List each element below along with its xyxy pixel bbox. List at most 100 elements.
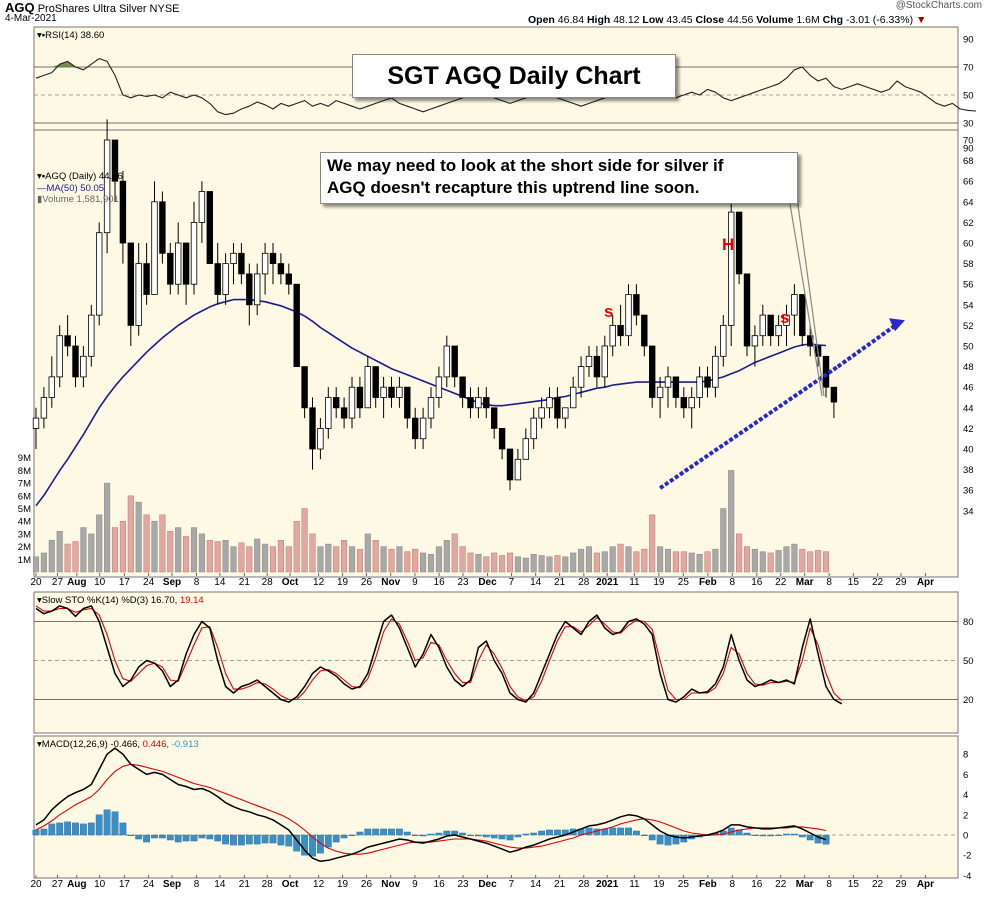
- price-y-tick-label: 66: [963, 177, 974, 188]
- macd-histogram-bar: [396, 828, 403, 836]
- x-tick-label: 19: [337, 879, 349, 890]
- volume-bar: [269, 546, 277, 573]
- candle-body: [174, 242, 182, 285]
- macd-histogram-bar: [72, 822, 79, 836]
- macd-histogram-bar: [554, 829, 561, 836]
- sto-d-line: [35, 605, 843, 702]
- x-tick-label: 22: [872, 879, 884, 890]
- x-tick-label: 20: [30, 879, 42, 890]
- x-tick-label: Mar: [796, 879, 814, 890]
- volume-bar: [206, 540, 213, 573]
- x-tick-label: Apr: [917, 879, 934, 890]
- volume-bar: [688, 552, 695, 573]
- candle-body: [364, 366, 371, 409]
- macd-histogram-bar: [435, 832, 443, 836]
- macd-histogram-bar: [324, 834, 332, 848]
- macd-histogram-bar: [174, 834, 182, 843]
- x-tick-label: 29: [895, 879, 907, 890]
- volume-bar: [222, 540, 229, 573]
- macd-histogram-bar: [348, 834, 356, 837]
- macd-histogram-bar: [530, 832, 538, 836]
- copyright: @StockCharts.com: [895, 0, 982, 11]
- volume-bar: [751, 548, 758, 573]
- callout-pointer-2: [796, 197, 825, 397]
- volume-bar: [696, 553, 703, 573]
- candle-body: [649, 345, 656, 398]
- candle-body: [396, 386, 403, 398]
- macd-histogram-bar: [190, 834, 198, 842]
- candle-body: [427, 397, 435, 419]
- x-tick-label: 24: [143, 879, 155, 890]
- x-tick-label: 14: [530, 577, 542, 588]
- volume-bar: [807, 551, 814, 573]
- volume-bar: [333, 546, 340, 573]
- macd-signal-value: 0.446,: [142, 739, 170, 750]
- volume-bar: [775, 550, 782, 573]
- candle-body: [664, 376, 672, 388]
- open-value: 46.84: [557, 14, 585, 26]
- chart-header: AGQ ProShares Ultra Silver NYSE: [5, 0, 180, 15]
- candle-body: [514, 458, 522, 481]
- x-tick-label: 8: [194, 577, 200, 588]
- price-y-tick-label: 68: [963, 156, 974, 167]
- price-panel: [33, 129, 959, 578]
- x-tick-label: Mar: [796, 577, 814, 588]
- x-tick-label: 10: [94, 577, 106, 588]
- volume-bar: [56, 531, 63, 573]
- macd-histogram-bar: [285, 834, 293, 847]
- volume-bar: [356, 548, 363, 573]
- volume-y-tick-label: 9M: [18, 453, 31, 464]
- price-y-tick-label: 70: [963, 136, 974, 147]
- volume-y-tick-label: 6M: [18, 491, 31, 502]
- candle-body: [688, 397, 695, 409]
- x-tick-label: 2021: [596, 879, 619, 890]
- volume-bar: [459, 546, 466, 573]
- volume-bar: [420, 552, 427, 573]
- volume-bar: [625, 546, 632, 573]
- volume-label: Volume: [756, 14, 794, 26]
- sto-d-value: 19.14: [179, 595, 204, 606]
- volume-bar: [348, 546, 356, 573]
- candle-body: [277, 263, 285, 275]
- volume-y-tick-label: 8M: [18, 466, 31, 477]
- candle-body: [135, 263, 142, 326]
- x-tick-label: 16: [751, 879, 763, 890]
- candle-body: [656, 386, 664, 398]
- candle-body: [830, 386, 838, 403]
- volume-bar: [759, 551, 766, 573]
- rsi-label: ▾▪RSI(14) 38.60: [37, 30, 104, 41]
- x-tick-label: 14: [530, 879, 542, 890]
- candle-body: [309, 407, 316, 450]
- macd-histogram-bar: [245, 834, 253, 845]
- volume-bar: [167, 531, 174, 573]
- macd-histogram-bar: [419, 834, 427, 837]
- rsi-line: [35, 58, 977, 116]
- candle-body: [222, 263, 229, 295]
- x-tick-label: 29: [895, 577, 907, 588]
- rsi-y-tick-label: 50: [963, 91, 974, 102]
- candle-body: [269, 252, 277, 265]
- x-tick-label: 26: [361, 879, 373, 890]
- x-tick-label: 8: [730, 879, 736, 890]
- macd-histogram-bar: [664, 834, 672, 846]
- price-y-tick-label: 64: [963, 197, 974, 208]
- macd-hist-value: -0.913: [171, 739, 199, 750]
- x-tick-label: 24: [143, 577, 155, 588]
- candle-body: [198, 191, 206, 223]
- volume-bar: [491, 552, 498, 573]
- head-label: H: [722, 235, 735, 254]
- x-tick-label: 21: [239, 577, 251, 588]
- macd-histogram-bar: [64, 821, 72, 836]
- macd-histogram-bar: [364, 828, 372, 836]
- volume-y-tick-label: 3M: [18, 529, 31, 540]
- high-label: High: [586, 14, 611, 26]
- candle-body: [506, 448, 514, 481]
- candle-body: [167, 252, 174, 285]
- macd-histogram-bar: [475, 834, 482, 837]
- x-tick-label: 21: [239, 879, 251, 890]
- x-tick-label: Nov: [381, 577, 400, 588]
- candle-body: [601, 345, 608, 378]
- price-y-tick-label: 42: [963, 424, 974, 435]
- x-tick-label: 23: [457, 879, 469, 890]
- x-tick-label: Sep: [163, 879, 181, 890]
